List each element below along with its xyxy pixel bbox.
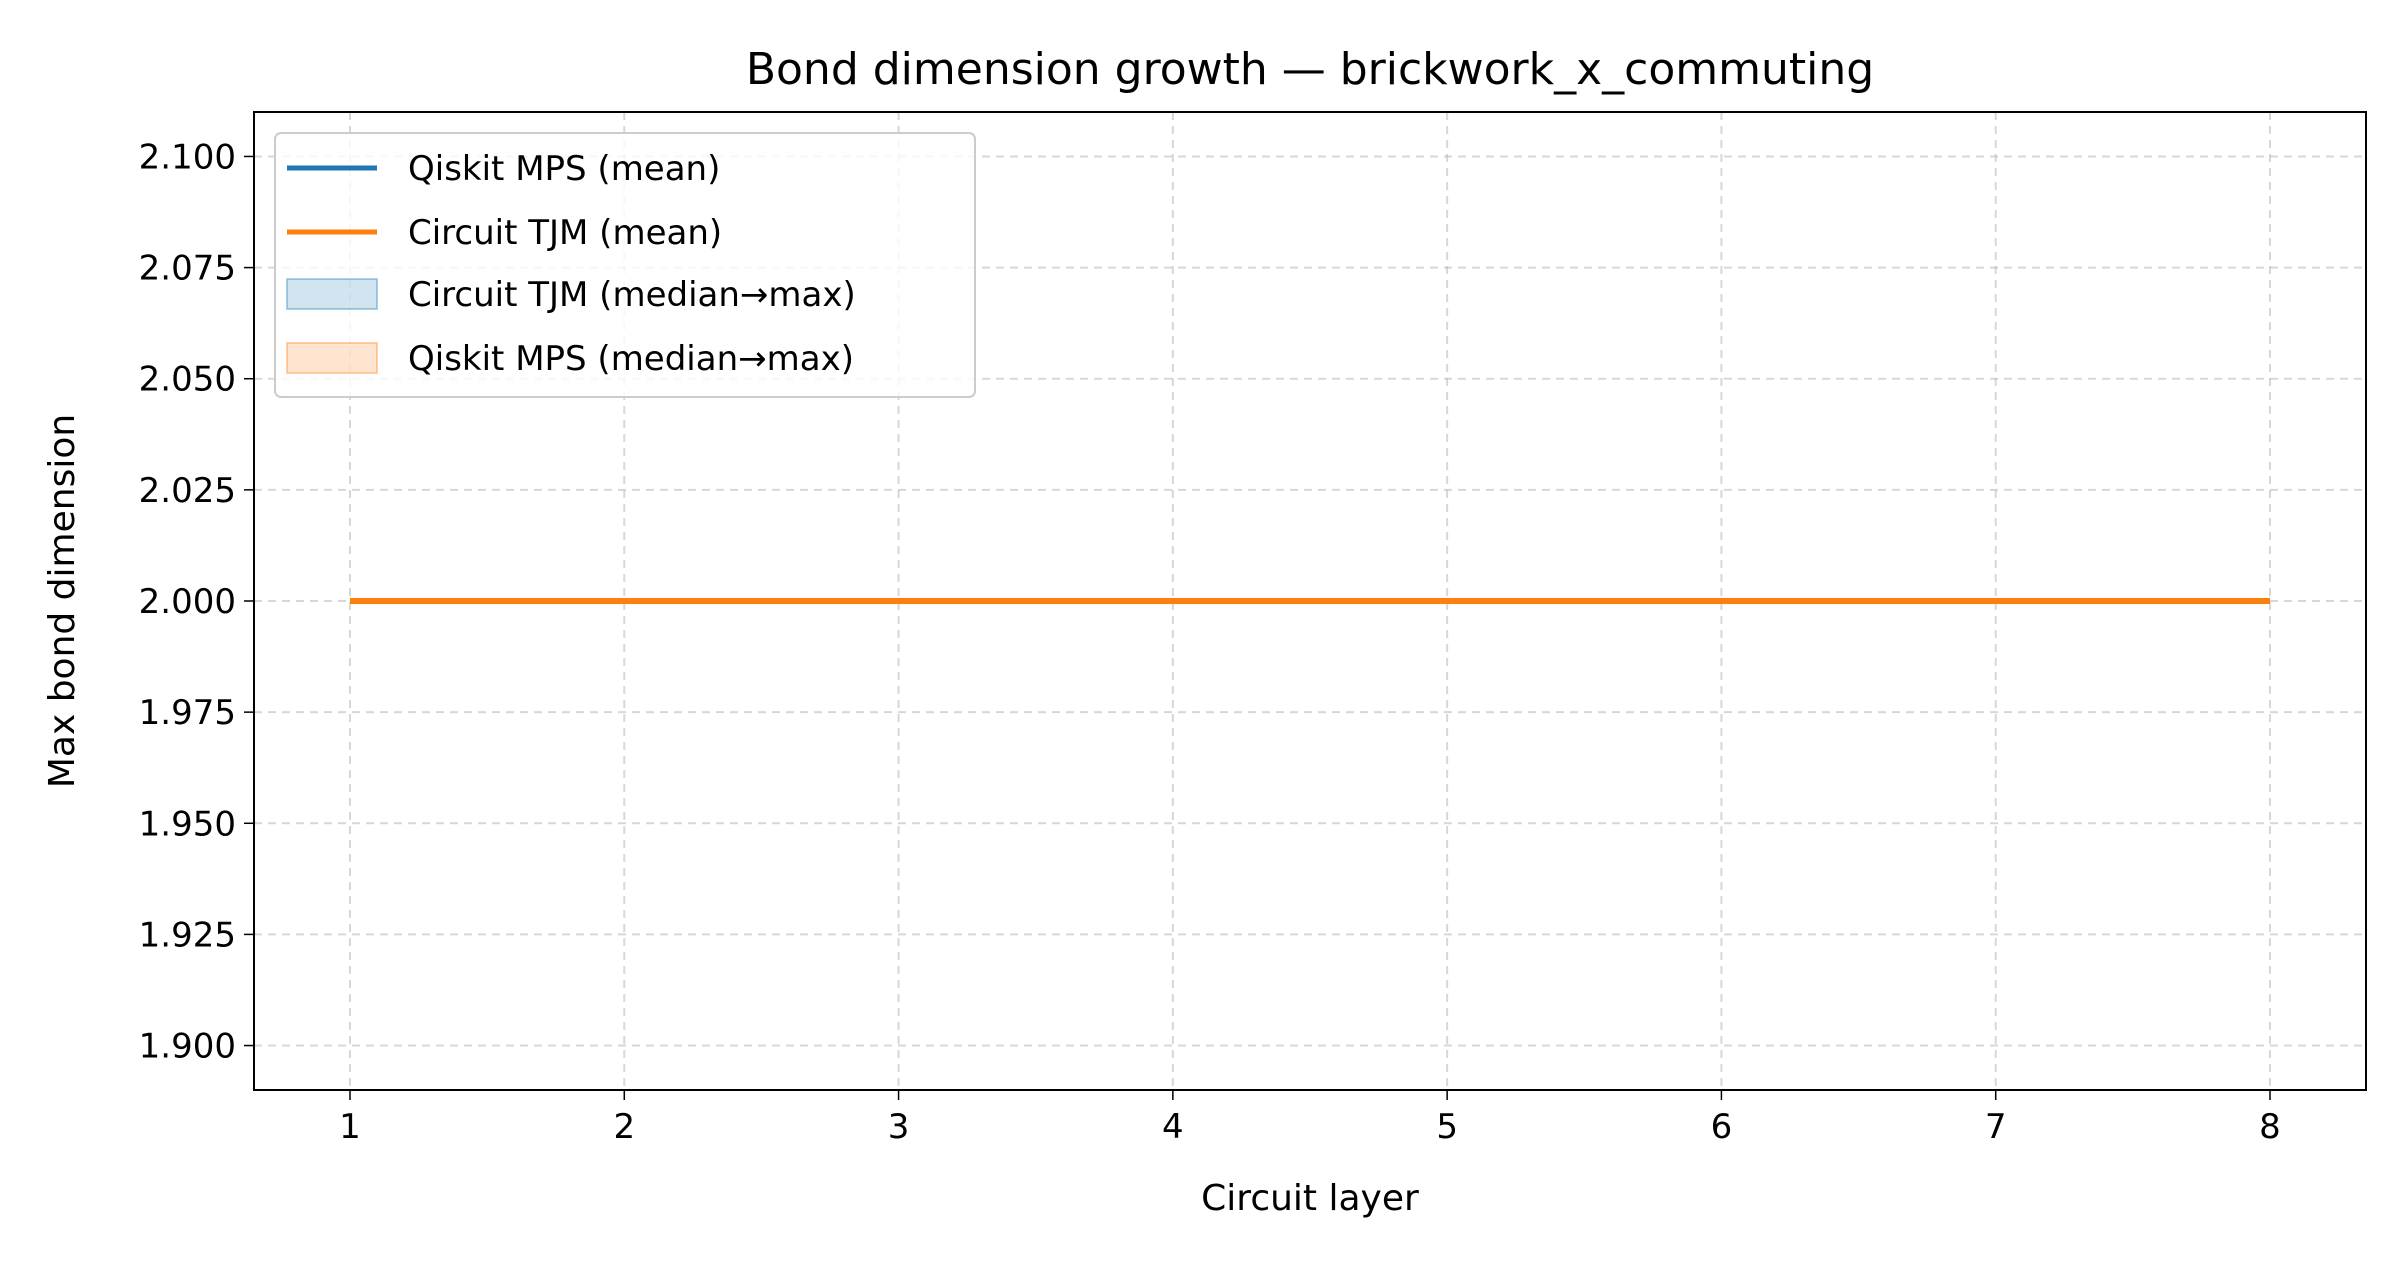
x-axis-ticks: 1 2 3 4 5 6 7 8	[339, 1090, 2281, 1147]
x-axis-label: Circuit layer	[1201, 1178, 1419, 1219]
legend-label-circuit-tjm-mean: Circuit TJM (mean)	[408, 213, 722, 253]
y-tick-label: 1.975	[139, 693, 236, 733]
legend-box	[274, 132, 976, 398]
legend: Qiskit MPS (mean) Circuit TJM (mean) Cir…	[274, 132, 976, 398]
legend-label-qiskit-mps-mean: Qiskit MPS (mean)	[408, 149, 720, 189]
legend-swatch-circuit-tjm-band	[286, 278, 378, 310]
x-tick-label: 7	[1985, 1107, 2007, 1147]
x-tick-label: 4	[1162, 1107, 1184, 1147]
y-tick-label: 2.000	[139, 582, 236, 622]
y-tick-label: 1.925	[139, 915, 236, 955]
legend-swatch-qiskit-mps-band	[286, 342, 378, 374]
x-tick-label: 2	[613, 1107, 635, 1147]
y-tick-label: 2.100	[139, 137, 236, 177]
x-tick-label: 3	[888, 1107, 910, 1147]
y-axis-label: Max bond dimension	[42, 414, 83, 788]
y-tick-label: 2.050	[139, 360, 236, 400]
x-tick-label: 6	[1711, 1107, 1733, 1147]
y-tick-label: 2.075	[139, 249, 236, 289]
legend-label-qiskit-mps-band: Qiskit MPS (median→max)	[408, 339, 854, 379]
y-axis-ticks: 1.900 1.925 1.950 1.975 2.000 2.025 2.050 2.075…	[139, 137, 254, 1067]
chart-title: Bond dimension growth — brickwork_x_comm…	[746, 44, 1874, 95]
x-tick-label: 1	[339, 1107, 361, 1147]
legend-label-circuit-tjm-band: Circuit TJM (median→max)	[408, 275, 856, 315]
y-tick-label: 1.900	[139, 1027, 236, 1067]
y-tick-label: 1.950	[139, 804, 236, 844]
y-tick-label: 2.025	[139, 471, 236, 511]
x-tick-label: 8	[2259, 1107, 2281, 1147]
x-tick-label: 5	[1436, 1107, 1458, 1147]
